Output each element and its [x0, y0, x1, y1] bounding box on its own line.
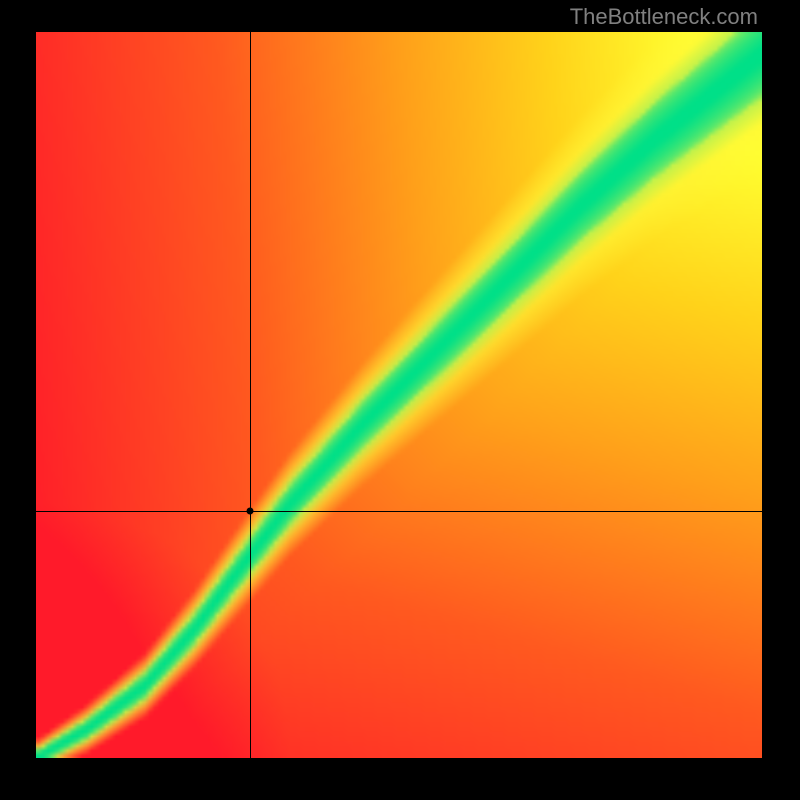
heatmap-canvas — [36, 32, 762, 758]
crosshair-horizontal — [36, 511, 762, 512]
watermark-text: TheBottleneck.com — [570, 4, 758, 30]
crosshair-vertical — [250, 32, 251, 758]
crosshair-marker-dot — [247, 508, 254, 515]
heatmap-plot-area — [36, 32, 762, 758]
